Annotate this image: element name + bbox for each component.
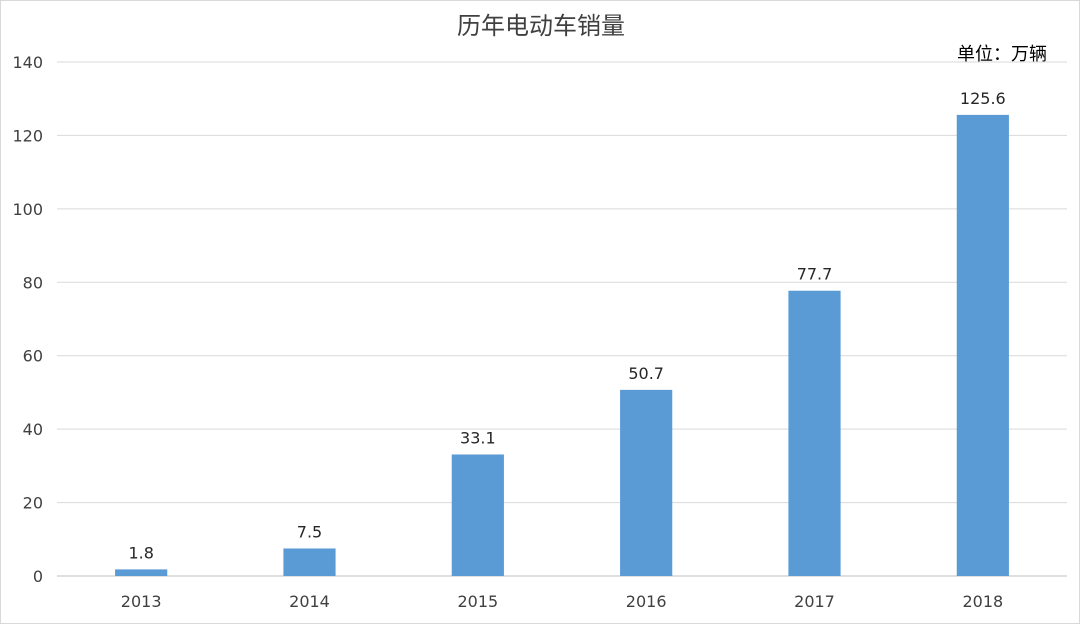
x-tick-label: 2013 <box>121 592 162 611</box>
y-tick-label: 0 <box>33 567 43 586</box>
data-label-2013: 1.8 <box>128 543 153 562</box>
unit-label: 单位：万辆 <box>957 44 1047 65</box>
y-axis-ticks: 0 20 40 60 80 100 120 140 <box>12 53 43 586</box>
y-tick-label: 20 <box>23 494 43 513</box>
bar-2013 <box>115 569 168 576</box>
x-tick-label: 2016 <box>626 592 667 611</box>
data-label-2014: 7.5 <box>297 522 322 541</box>
bar-2015 <box>451 454 504 576</box>
data-label-2018: 125.6 <box>960 89 1006 108</box>
data-label-2017: 77.7 <box>797 265 833 284</box>
y-tick-label: 80 <box>23 273 43 292</box>
chart-title: 历年电动车销量 <box>457 12 625 40</box>
x-tick-label: 2018 <box>962 592 1003 611</box>
data-label-2015: 33.1 <box>460 428 496 447</box>
bars <box>115 114 1009 577</box>
bar-2018 <box>956 114 1009 577</box>
y-tick-label: 140 <box>12 53 43 72</box>
y-tick-label: 60 <box>23 347 43 366</box>
y-tick-label: 120 <box>12 126 43 145</box>
x-tick-label: 2017 <box>794 592 835 611</box>
data-labels: 1.8 7.5 33.1 50.7 77.7 125.6 <box>128 89 1005 563</box>
bar-2014 <box>283 548 336 576</box>
bar-2016 <box>620 389 673 576</box>
x-tick-label: 2015 <box>457 592 498 611</box>
bar-2017 <box>788 290 841 576</box>
x-axis-ticks: 2013 2014 2015 2016 2017 2018 <box>121 592 1003 611</box>
gridlines <box>57 61 1067 577</box>
x-tick-label: 2014 <box>289 592 330 611</box>
y-tick-label: 40 <box>23 420 43 439</box>
y-tick-label: 100 <box>12 200 43 219</box>
data-label-2016: 50.7 <box>628 364 664 383</box>
